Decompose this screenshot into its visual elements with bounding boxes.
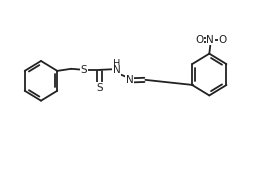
Text: N: N [113, 65, 121, 75]
Text: N: N [126, 75, 134, 85]
Text: O: O [218, 35, 226, 45]
Text: N: N [206, 35, 214, 45]
Text: H: H [113, 59, 120, 69]
Text: O: O [195, 35, 204, 45]
Text: S: S [97, 83, 103, 93]
Text: S: S [81, 65, 87, 75]
